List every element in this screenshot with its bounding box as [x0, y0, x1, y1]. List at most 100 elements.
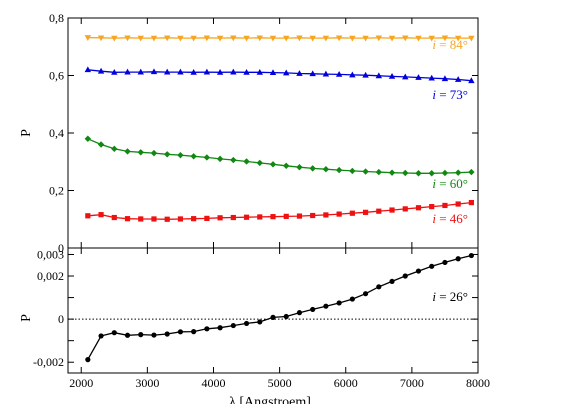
top-series-annotation: i = 84° [432, 37, 468, 52]
x-tick-label: 5000 [268, 376, 292, 390]
bottom-data-point [402, 273, 408, 279]
top-data-point [230, 68, 237, 75]
top-data-point [190, 153, 197, 160]
bottom-data-point [243, 320, 250, 327]
top-data-point [84, 35, 92, 41]
bottom-data-point [442, 259, 448, 266]
top-data-point [296, 213, 303, 219]
bottom-plot-frame [67, 247, 479, 374]
top-data-point [335, 166, 343, 174]
top-y-tick-label: 0 [58, 241, 64, 255]
top-data-point [230, 35, 237, 42]
top-data-point [84, 135, 92, 142]
bottom-y-tick-label: 0,002 [37, 269, 64, 283]
top-data-point [216, 68, 224, 75]
bottom-data-point [296, 310, 303, 316]
top-data-point [322, 70, 330, 77]
bottom-data-point [310, 306, 316, 313]
top-data-point [296, 35, 303, 42]
top-data-point [349, 167, 356, 175]
top-data-point [111, 35, 118, 42]
top-data-point [243, 35, 250, 42]
bottom-data-point [85, 357, 91, 363]
top-data-point [468, 168, 475, 176]
top-data-point [389, 207, 395, 213]
top-data-point [415, 170, 422, 177]
top-data-point [402, 169, 409, 177]
top-data-point [97, 141, 105, 148]
bottom-data-point [336, 300, 342, 306]
top-data-point [269, 35, 277, 42]
top-data-point [322, 166, 330, 173]
top-series-line [87, 36, 472, 39]
top-data-point [375, 35, 383, 42]
top-data-point [124, 148, 131, 155]
bottom-panel: -0,002 0 0,002 0,003 2000 3000 4000 5000 6000 700… [33, 247, 490, 390]
bottom-series-line [87, 254, 472, 360]
top-y-tick-label: 0,8 [49, 11, 64, 25]
top-series-line [87, 138, 472, 174]
top-data-point [111, 68, 118, 75]
bottom-data-point [111, 330, 117, 336]
top-data-point [150, 149, 158, 157]
bottom-y-tick-label: 0 [58, 312, 64, 326]
bottom-data-point [389, 278, 395, 285]
top-data-point [98, 212, 104, 218]
bottom-data-point [323, 303, 329, 309]
top-data-point [402, 206, 408, 212]
top-y-tick-label: 0,2 [49, 184, 64, 198]
top-data-point [163, 68, 171, 75]
bottom-y-tick-label: -0,002 [33, 355, 64, 369]
top-data-point [310, 212, 316, 219]
top-data-point [309, 35, 316, 42]
top-data-point [296, 164, 303, 171]
top-data-point [138, 216, 144, 222]
top-data-point [442, 202, 448, 209]
top-data-point [124, 35, 131, 42]
top-data-point [150, 68, 158, 75]
top-y-axis-label: P [19, 129, 34, 137]
top-data-point [177, 151, 184, 159]
top-data-point [428, 74, 435, 81]
top-data-point [349, 35, 356, 42]
top-data-point [335, 35, 343, 42]
top-data-point [428, 170, 435, 177]
top-data-point [283, 69, 290, 76]
top-data-point [243, 214, 250, 220]
bottom-data-point [138, 332, 144, 338]
top-data-point [468, 77, 475, 84]
top-data-point [177, 216, 184, 222]
top-plot-frame [67, 17, 479, 249]
top-data-point [203, 154, 211, 161]
top-data-point [468, 35, 475, 42]
top-data-point [270, 214, 276, 220]
top-data-point [216, 35, 224, 42]
top-data-point [257, 214, 263, 220]
top-data-point [84, 66, 92, 73]
top-series-annotation: i = 60° [432, 176, 468, 191]
top-data-point [283, 162, 290, 169]
top-data-point [415, 35, 422, 42]
bottom-data-point [98, 333, 104, 339]
top-data-point [283, 213, 289, 219]
bottom-y-tick-label: 0,003 [37, 247, 64, 261]
top-panel: 0 0,2 0,4 0,6 0,8 i = 84° i = 73° i = 60° i = 46… [49, 11, 479, 255]
top-series-annotation: i = 73° [432, 87, 468, 102]
top-data-point [269, 69, 277, 76]
top-data-point [454, 35, 462, 42]
top-data-point [137, 68, 144, 75]
top-data-point [191, 216, 197, 222]
top-series-line [87, 201, 472, 220]
bottom-data-point [270, 314, 276, 320]
top-data-point [97, 67, 105, 74]
top-data-point [203, 68, 211, 75]
top-data-point [322, 35, 330, 42]
bottom-data-point [283, 313, 289, 320]
top-data-point [256, 68, 263, 75]
top-data-point [269, 161, 277, 168]
x-tick-label: 6000 [334, 376, 358, 390]
bottom-data-point [217, 325, 223, 331]
top-data-point [468, 199, 474, 206]
x-tick-label: 2000 [69, 376, 93, 390]
top-y-tick-label: 0,6 [49, 69, 64, 83]
